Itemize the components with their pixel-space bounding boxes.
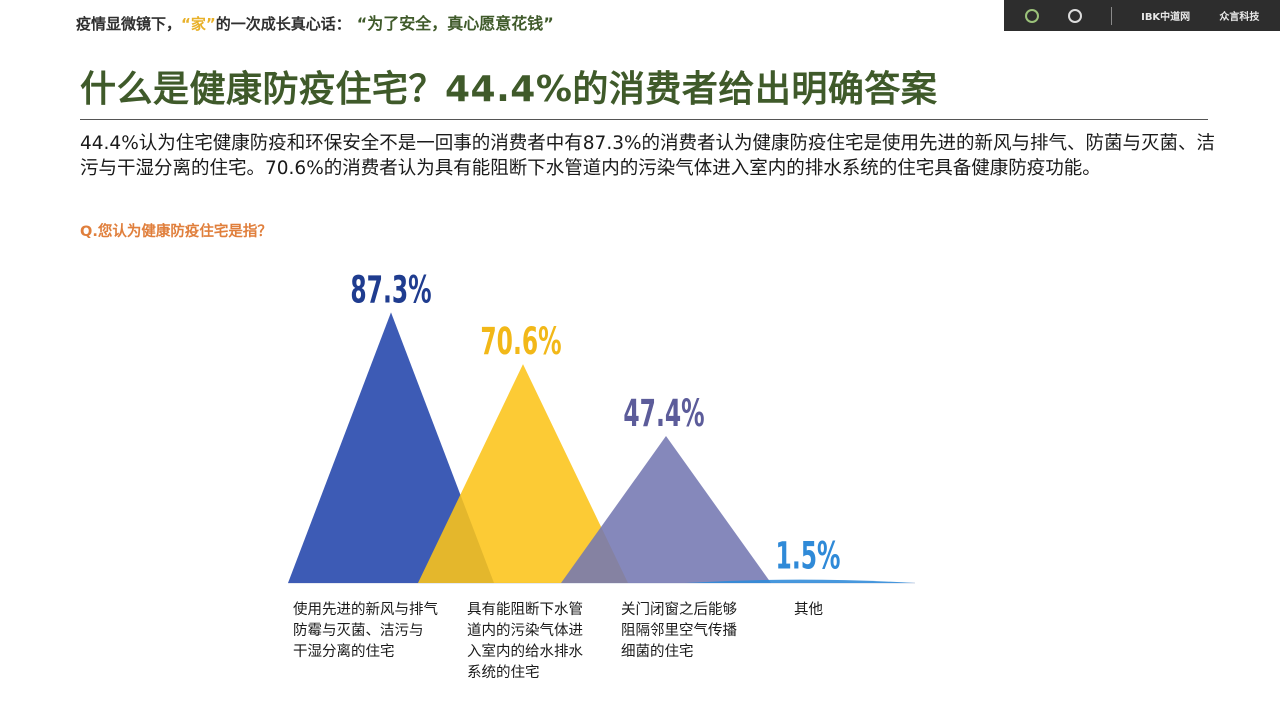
value-label-3: 47.4%	[623, 392, 704, 435]
category-label-line: 其他	[794, 602, 823, 618]
category-label-line: 防霉与灭菌、洁污与	[293, 623, 424, 639]
peak-1	[288, 312, 494, 583]
top-banner: 疫情显微镜下，“家”的一次成长真心话： “为了安全，真心愿意花钱”	[76, 10, 554, 34]
value-label-4: 1.5%	[776, 535, 841, 578]
banner-highlight: “家”	[181, 15, 216, 33]
intro-paragraph: 44.4%认为住宅健康防疫和环保安全不是一回事的消费者中有87.3%的消费者认为…	[80, 133, 1216, 179]
banner-quote: “为了安全，真心愿意花钱”	[356, 14, 554, 33]
value-label-2: 70.6%	[480, 321, 561, 364]
seal-icon	[1024, 8, 1039, 23]
category-label-line: 道内的污染气体进	[467, 623, 583, 639]
peak-3	[561, 436, 771, 583]
page-title: 什么是健康防疫住宅？44.4%的消费者给出明确答案	[80, 69, 938, 110]
category-label-line: 阻隔邻里空气传播	[621, 623, 737, 639]
zhongyan-logo: 众言科技	[1219, 12, 1260, 23]
value-label-1: 87.3%	[350, 269, 431, 312]
category-label-line: 系统的住宅	[467, 665, 540, 681]
globe-icon	[1067, 8, 1082, 23]
title-divider	[80, 119, 1208, 120]
category-label-2: 具有能阻断下水管 道内的污染气体进 入室内的给水排水 系统的住宅	[467, 600, 583, 684]
category-label-line: 使用先进的新风与排气	[293, 602, 438, 618]
category-label-4: 其他	[794, 600, 823, 621]
category-label-line: 入室内的给水排水	[467, 644, 583, 660]
logo-separator	[1110, 6, 1112, 25]
category-label-line: 关门闭窗之后能够	[621, 602, 737, 618]
survey-question: Q.您认为健康防疫住宅是指？	[80, 224, 272, 240]
banner-mid: 的一次成长真心话：	[215, 15, 351, 33]
ibk-logo: IBK中道网	[1141, 12, 1191, 23]
category-label-line: 细菌的住宅	[621, 644, 694, 660]
association-logo	[1024, 8, 1039, 23]
media-logo	[1067, 8, 1082, 23]
banner-prefix: 疫情显微镜下，	[76, 15, 182, 33]
logo-bar: IBK中道网 众言科技	[1004, 0, 1280, 31]
category-label-3: 关门闭窗之后能够 阻隔邻里空气传播 细菌的住宅	[621, 600, 737, 663]
category-label-1: 使用先进的新风与排气 防霉与灭菌、洁污与 干湿分离的住宅	[293, 600, 438, 663]
peak-2	[418, 364, 628, 583]
category-label-line: 干湿分离的住宅	[293, 644, 395, 660]
peak-4	[685, 579, 915, 583]
category-label-line: 具有能阻断下水管	[467, 602, 583, 618]
